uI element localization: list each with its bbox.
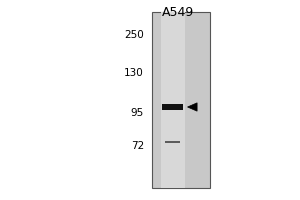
Text: 95: 95 <box>131 108 144 118</box>
Bar <box>165 141 180 143</box>
Bar <box>152 12 210 188</box>
Text: 250: 250 <box>124 30 144 40</box>
Text: A549: A549 <box>162 6 195 19</box>
Text: 72: 72 <box>131 141 144 151</box>
Text: 130: 130 <box>124 68 144 78</box>
Bar <box>160 12 184 188</box>
Polygon shape <box>188 103 197 111</box>
Bar <box>162 104 183 110</box>
